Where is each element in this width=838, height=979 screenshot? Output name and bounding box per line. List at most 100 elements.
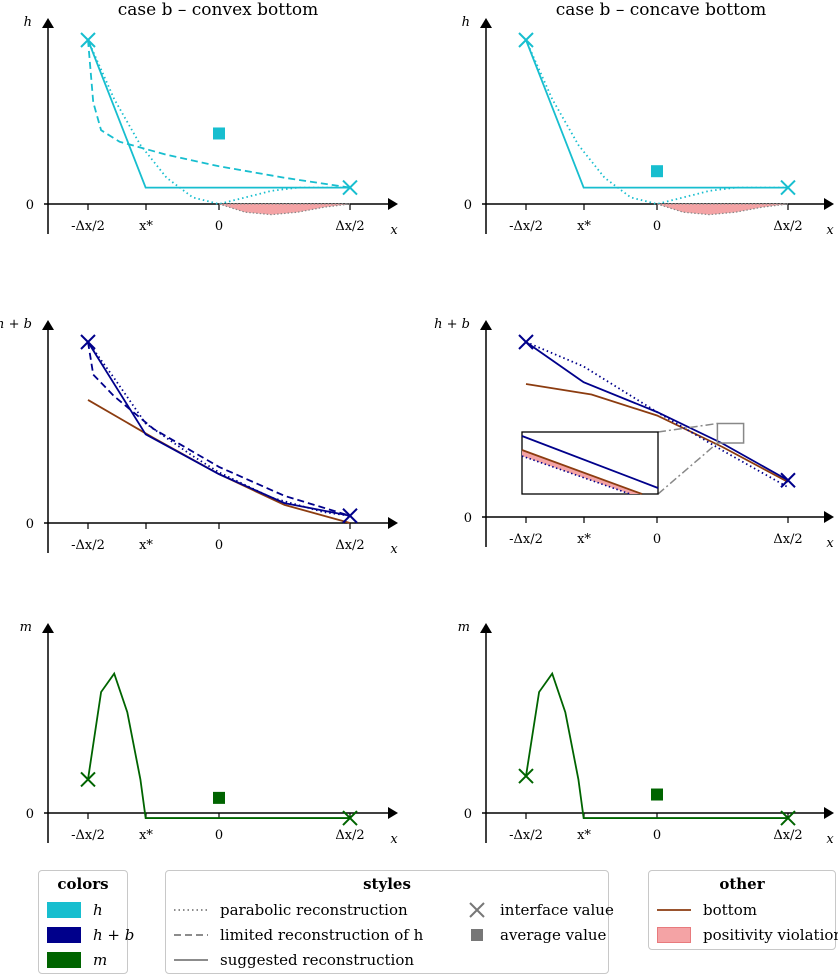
x-axis-arrow xyxy=(824,198,834,210)
x-axis-label: x xyxy=(826,223,834,238)
y-axis-arrow xyxy=(42,623,54,633)
x-tick-label: Δx/2 xyxy=(773,532,802,547)
interface-value-marker xyxy=(342,179,358,196)
x-tick-label: -Δx/2 xyxy=(509,532,543,547)
x-tick-label: x* xyxy=(139,828,153,843)
y-tick-label: 0 xyxy=(464,511,472,526)
x-tick-label: x* xyxy=(139,219,153,234)
interface-value-marker xyxy=(342,508,358,524)
x-tick-label: -Δx/2 xyxy=(71,219,105,234)
y-axis-arrow xyxy=(42,320,54,330)
x-tick-label: Δx/2 xyxy=(335,828,364,843)
panel-0: case b – convex bottom h x 0 -Δx/2 x* 0 Δx/2 xyxy=(24,0,399,238)
series-line xyxy=(87,39,350,189)
y-axis-label: h xyxy=(24,15,32,30)
series-line xyxy=(525,341,789,482)
y-axis-label: m xyxy=(20,620,32,635)
panel-2: h + b x 0 -Δx/2 x* 0 Δx/2 xyxy=(0,317,398,557)
series-line xyxy=(525,39,788,205)
average-value-marker xyxy=(651,165,663,178)
average-value-marker xyxy=(213,791,225,804)
legend-colors-item-m: m xyxy=(47,951,107,969)
swatch-m xyxy=(47,952,81,968)
x-tick-label: Δx/2 xyxy=(335,219,364,234)
inset-zoom-region xyxy=(716,422,745,444)
legend-colors-item-h: h xyxy=(47,901,103,919)
legend-colors: colors h h + b m xyxy=(38,870,134,974)
x-tick-label: -Δx/2 xyxy=(71,828,105,843)
dashed-line-icon xyxy=(174,934,208,936)
y-axis-label: h xyxy=(462,15,470,30)
positivity-violation-area xyxy=(218,203,351,216)
legend-label-m: m xyxy=(93,951,108,969)
x-tick-label: 0 xyxy=(215,538,223,553)
x-axis-label: x xyxy=(826,536,834,551)
interface-value-marker xyxy=(342,810,358,826)
series-line xyxy=(87,341,351,517)
x-axis-label: x xyxy=(826,832,834,847)
y-axis-arrow xyxy=(480,18,492,28)
inset-connector xyxy=(657,422,718,433)
legend-style-solid: suggested reconstruction xyxy=(174,951,414,969)
y-tick-label: 0 xyxy=(26,198,34,213)
interface-value-marker xyxy=(780,810,796,826)
legend-styles: styles parabolic reconstruction limited … xyxy=(165,870,614,974)
interface-value-marker xyxy=(80,771,96,788)
interface-value-marker xyxy=(80,32,96,48)
legend-colors-title: colors xyxy=(57,875,109,893)
interface-value-marker xyxy=(518,334,534,350)
interface-value-marker xyxy=(518,32,534,48)
series-line xyxy=(87,341,351,517)
x-tick-label: x* xyxy=(139,538,153,553)
series-line xyxy=(525,671,788,819)
solid-line-icon xyxy=(174,959,208,961)
legend-style-dotted: parabolic reconstruction xyxy=(174,901,408,919)
legend-other: other bottom positivity violation xyxy=(648,870,838,950)
average-value-marker xyxy=(651,788,663,801)
y-axis-label: h + b xyxy=(434,317,470,332)
x-axis-label: x xyxy=(390,542,398,557)
square-marker-icon xyxy=(471,929,483,941)
series-line xyxy=(87,39,350,205)
y-axis-arrow xyxy=(42,18,54,28)
series-line xyxy=(87,39,351,189)
y-axis-label: m xyxy=(458,620,470,635)
x-tick-label: 0 xyxy=(215,219,223,234)
interface-value-marker xyxy=(518,768,534,784)
x-axis-label: x xyxy=(390,223,398,238)
legend-label-hb: h + b xyxy=(93,926,135,944)
dotted-line-icon xyxy=(174,909,208,911)
legend-colors-item-hb: h + b xyxy=(47,926,134,944)
x-tick-label: Δx/2 xyxy=(773,219,802,234)
x-axis-arrow xyxy=(388,807,398,819)
x-axis-label: x xyxy=(390,832,398,847)
legend-label-suggested: suggested reconstruction xyxy=(220,951,415,969)
series-line xyxy=(525,383,789,483)
cross-marker-icon xyxy=(469,902,485,918)
y-axis-arrow xyxy=(480,623,492,633)
y-tick-label: 0 xyxy=(464,198,472,213)
panel-3: h + b x 0 -Δx/2 x* 0 Δx/2 xyxy=(434,317,834,551)
x-tick-label: 0 xyxy=(653,219,661,234)
y-tick-label: 0 xyxy=(26,807,34,822)
x-tick-label: 0 xyxy=(215,828,223,843)
bottom-line-icon xyxy=(657,909,691,911)
x-tick-label: 0 xyxy=(653,532,661,547)
interface-value-marker xyxy=(780,472,796,488)
x-tick-label: x* xyxy=(577,532,591,547)
y-tick-label: 0 xyxy=(464,807,472,822)
inset-suggested-line xyxy=(521,435,659,489)
legend-other-bottom: bottom xyxy=(657,901,757,919)
legend-label-h: h xyxy=(93,901,103,919)
legend-style-cross: interface value xyxy=(462,901,614,919)
x-tick-label: -Δx/2 xyxy=(71,538,105,553)
average-value-marker xyxy=(213,127,225,140)
panel-4: m x 0 -Δx/2 x* 0 Δx/2 xyxy=(20,620,399,847)
x-tick-label: x* xyxy=(577,828,591,843)
legend-other-positivity: positivity violation xyxy=(657,926,838,944)
legend-label-limited: limited reconstruction of h xyxy=(220,926,424,944)
y-tick-label: 0 xyxy=(26,517,34,532)
legend-other-title: other xyxy=(719,875,765,893)
inset-parabolic-line xyxy=(521,455,631,495)
swatch-hb xyxy=(47,927,81,943)
